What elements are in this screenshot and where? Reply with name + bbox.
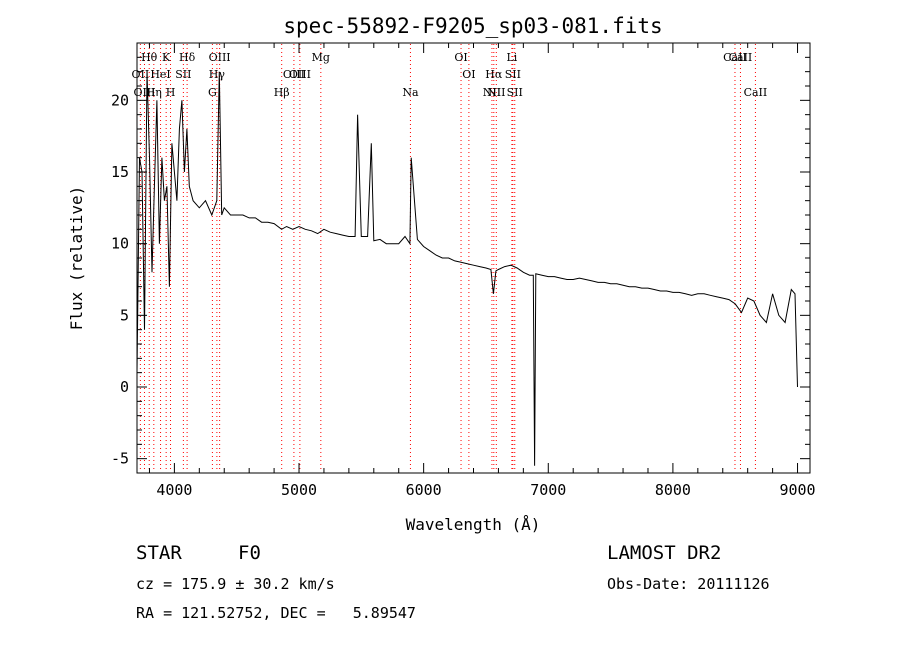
object-class: STAR [136,542,182,564]
plot-frame [136,42,811,474]
line-label: OIII [133,86,155,99]
line-label: Hθ [141,51,158,64]
line-label: K [162,51,171,64]
y-tick-label: 0 [120,378,129,396]
x-tick-label: 4000 [156,481,192,499]
line-label: G [208,86,217,99]
line-label: OIII [289,68,311,81]
x-tick-label: 5000 [281,481,317,499]
y-tick-label: 20 [111,91,129,109]
observation-date: Obs-Date: 20111126 [607,575,770,593]
line-label: Hα [485,68,503,81]
y-axis-label: Flux (relative) [67,186,86,331]
x-tick-label: 7000 [530,481,566,499]
line-label: SII [507,86,523,99]
line-label: SII [175,68,191,81]
y-tick-label: 15 [111,163,129,181]
y-tick-label: 10 [111,235,129,253]
spectral-line-markers [139,44,756,472]
y-axis: -5 0 5 10 15 20 [111,42,810,474]
spectrum-series [136,71,798,466]
line-label: Hη [146,86,162,99]
line-label: SII [505,68,521,81]
line-label: OII [132,68,150,81]
x-tick-label: 6000 [406,481,442,499]
line-label: OI [462,68,475,81]
line-label: OI [454,51,467,64]
line-label: CaII [723,51,747,64]
line-label: H [166,86,176,99]
line-label: Hγ [209,68,226,81]
line-label: HeI [150,68,170,81]
y-tick-label: 5 [120,306,129,324]
line-label: Li [506,51,517,64]
line-label: Hδ [179,51,196,64]
line-label: OIII [283,68,305,81]
line-label: Mg [312,51,330,64]
spectrum-line [136,71,798,466]
x-tick-label: 9000 [779,481,815,499]
spectral-line-labels: OIIOIIIHθHηHeIKHSIIHδGHγOIIIHβOIIIOIIIMg… [132,51,768,99]
line-label: Na [402,86,419,99]
chart-title: spec-55892-F9205_sp03-081.fits [283,14,662,38]
line-label: CaII [744,86,768,99]
line-label: CaII [729,51,753,64]
line-label: OIII [209,51,231,64]
object-subclass: F0 [238,542,261,564]
y-tick-label: -5 [111,450,129,468]
x-axis-label: Wavelength (Å) [406,515,541,534]
redshift-cz: cz = 175.9 ± 30.2 km/s [136,575,335,593]
sky-coordinates: RA = 121.52752, DEC = 5.89547 [136,604,416,622]
line-label: NII [487,86,505,99]
x-axis: 4000 5000 6000 7000 8000 9000 [148,43,816,499]
survey-name: LAMOST DR2 [607,542,722,564]
line-label: Hβ [274,86,290,99]
x-tick-label: 8000 [655,481,691,499]
line-label: NII [483,86,501,99]
